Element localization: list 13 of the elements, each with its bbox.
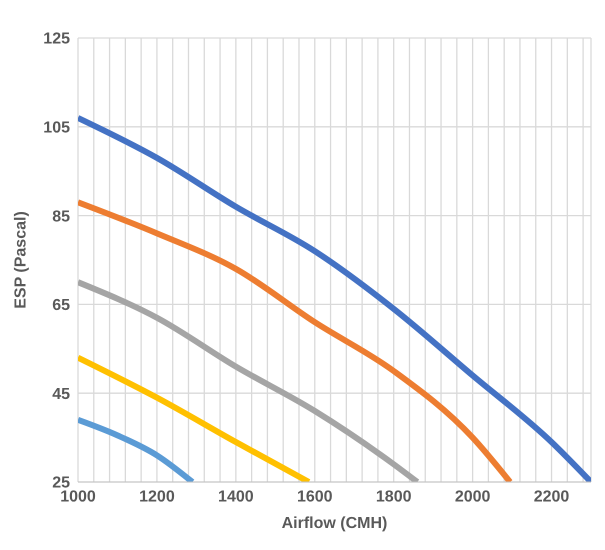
x-tick-label: 2200 <box>534 488 570 506</box>
y-tick-label: 65 <box>52 297 70 314</box>
y-tick-label: 85 <box>52 208 70 226</box>
x-tick-label: 1600 <box>296 488 333 506</box>
y-tick-label: 125 <box>43 30 70 48</box>
x-tick-label: 1800 <box>376 488 412 506</box>
y-axis-title: ESP (Pascal) <box>12 211 30 309</box>
y-tick-label: 45 <box>52 386 70 403</box>
x-tick-label: 1400 <box>218 488 254 506</box>
x-tick-label: 2000 <box>454 488 491 506</box>
x-tick-label: 1200 <box>139 488 175 506</box>
x-axis-title: Airflow (CMH) <box>282 515 388 532</box>
y-tick-label: 105 <box>43 119 70 136</box>
